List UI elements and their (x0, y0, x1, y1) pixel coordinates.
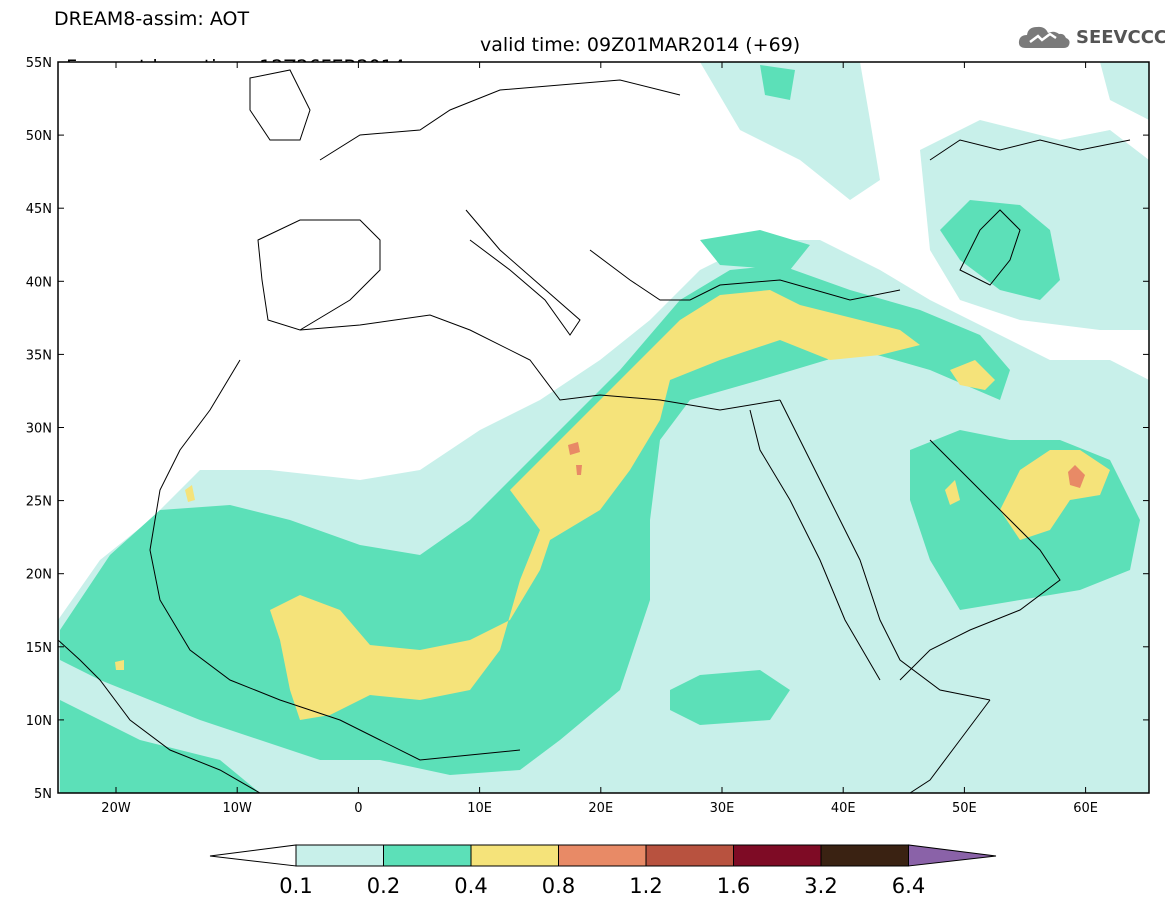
valid-time: valid time: 09Z01MAR2014 (+69) (480, 34, 801, 56)
colorbar-label: 3.2 (804, 874, 837, 898)
colorbar-swatch (383, 844, 472, 867)
aot-contours (58, 62, 1149, 793)
lat-label: 25N (26, 495, 52, 510)
colorbar-swatch (470, 844, 559, 867)
colorbar-label: 0.8 (542, 874, 575, 898)
colorbar-swatch (558, 844, 647, 867)
lon-label: 50E (952, 801, 977, 816)
lat-label: 15N (26, 641, 52, 656)
colorbar-label: 0.2 (367, 874, 400, 898)
lat-label: 30N (26, 422, 52, 437)
lat-label: 40N (26, 275, 52, 290)
lon-label: 40E (831, 801, 856, 816)
product-title: DREAM8-assim: AOT (54, 8, 250, 30)
latitude-axis: 55N 50N 45N 40N 35N 30N 25N 20N 15N 10N 5N (26, 56, 1149, 802)
colorbar-swatch (733, 844, 822, 867)
colorbar-label: 0.4 (454, 874, 487, 898)
colorbar-swatch (295, 844, 384, 867)
seevccc-logo: SEEVCCC (1016, 22, 1165, 52)
colorbar-label: 6.4 (892, 874, 925, 898)
colorbar-swatch (645, 844, 734, 867)
colorbar-label: 1.6 (717, 874, 750, 898)
lon-label: 10W (222, 801, 252, 816)
lat-label: 10N (26, 714, 52, 729)
lat-label: 45N (26, 202, 52, 217)
colorbar-high-arrow (908, 844, 997, 867)
lon-label: 10E (467, 801, 492, 816)
colorbar-label: 1.2 (629, 874, 662, 898)
longitude-axis: 20W 10W 0 10E 20E 30E 40E 50E 60E (101, 62, 1098, 816)
lat-label: 20N (26, 568, 52, 583)
colorbar-label: 0.1 (279, 874, 312, 898)
cloud-icon (1018, 26, 1070, 48)
colorbar: 0.1 0.2 0.4 0.8 1.2 1.6 3.2 6.4 (209, 844, 997, 898)
lat-label: 5N (34, 787, 52, 802)
lat-label: 50N (26, 129, 52, 144)
logo-text: SEEVCCC (1076, 26, 1165, 48)
lon-label: 0 (354, 801, 362, 816)
lon-label: 30E (710, 801, 735, 816)
lon-label: 20W (101, 801, 131, 816)
lat-label: 55N (26, 56, 52, 71)
lon-label: 20E (588, 801, 613, 816)
lon-label: 60E (1073, 801, 1098, 816)
colorbar-swatch (820, 844, 909, 867)
colorbar-low-arrow (209, 844, 297, 867)
lat-label: 35N (26, 348, 52, 363)
aot-level-0.8 (568, 442, 1085, 488)
coastlines (58, 69, 1131, 793)
